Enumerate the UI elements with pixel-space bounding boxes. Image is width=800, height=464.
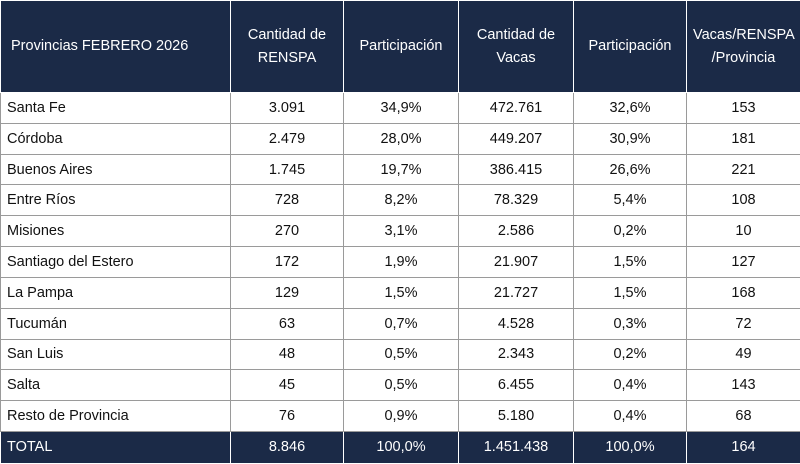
header-cell: Provincias FEBRERO 2026 [0, 0, 231, 93]
table-row: Resto de Provincia 76 0,9% 5.180 0,4% 68 [0, 400, 800, 432]
total-row: TOTAL 8.846 100,0% 1.451.438 100,0% 164 [0, 430, 800, 464]
header-row: Provincias FEBRERO 2026 Cantidad de RENSP… [0, 0, 800, 93]
value-cell: 127 [686, 246, 800, 278]
value-cell: 4.528 [458, 307, 574, 340]
value-cell: 0,4% [573, 369, 687, 402]
header-cell: Participación [573, 0, 687, 93]
value-cell: 68 [686, 400, 800, 432]
value-cell: 72 [686, 307, 800, 340]
table-row: Santa Fe 3.091 34,9% 472.761 32,6% 153 [0, 92, 800, 124]
value-cell: 21.727 [458, 276, 574, 309]
value-cell: 386.415 [458, 153, 574, 186]
table-row: Entre Ríos 728 8,2% 78.329 5,4% 108 [0, 184, 800, 217]
province-cell: Misiones [0, 215, 231, 248]
value-cell: 1.745 [230, 153, 344, 186]
value-cell: 129 [230, 276, 344, 309]
value-cell: 0,2% [573, 215, 687, 248]
value-cell: 108 [686, 184, 800, 217]
value-cell: 181 [686, 122, 800, 155]
province-cell: Tucumán [0, 307, 231, 340]
value-cell: 0,7% [343, 307, 459, 340]
value-cell: 1,5% [573, 246, 687, 278]
value-cell: 2.343 [458, 338, 574, 371]
value-cell: 32,6% [573, 92, 687, 124]
value-cell: 19,7% [343, 153, 459, 186]
value-cell: 48 [230, 338, 344, 371]
value-cell: 28,0% [343, 122, 459, 155]
value-cell: 63 [230, 307, 344, 340]
province-cell: Resto de Provincia [0, 400, 231, 432]
province-cell: Córdoba [0, 122, 231, 155]
value-cell: 30,9% [573, 122, 687, 155]
value-cell: 5.180 [458, 400, 574, 432]
value-cell: 45 [230, 369, 344, 402]
value-cell: 168 [686, 276, 800, 309]
value-cell: 0,3% [573, 307, 687, 340]
value-cell: 5,4% [573, 184, 687, 217]
table-row: Misiones 270 3,1% 2.586 0,2% 10 [0, 215, 800, 248]
value-cell: 1,9% [343, 246, 459, 278]
table-row: La Pampa 129 1,5% 21.727 1,5% 168 [0, 276, 800, 309]
total-cell: 100,0% [573, 430, 687, 464]
value-cell: 728 [230, 184, 344, 217]
header-cell: Vacas/RENSPA /Provincia [686, 0, 800, 93]
table-row: Santiago del Estero 172 1,9% 21.907 1,5% 127 [0, 246, 800, 278]
value-cell: 1,5% [343, 276, 459, 309]
total-cell: 8.846 [230, 430, 344, 464]
value-cell: 1,5% [573, 276, 687, 309]
total-cell: 1.451.438 [458, 430, 574, 464]
value-cell: 2.586 [458, 215, 574, 248]
value-cell: 0,2% [573, 338, 687, 371]
table-row: Tucumán 63 0,7% 4.528 0,3% 72 [0, 307, 800, 340]
province-cell: Entre Ríos [0, 184, 231, 217]
value-cell: 0,4% [573, 400, 687, 432]
value-cell: 143 [686, 369, 800, 402]
value-cell: 76 [230, 400, 344, 432]
value-cell: 270 [230, 215, 344, 248]
value-cell: 0,5% [343, 369, 459, 402]
value-cell: 49 [686, 338, 800, 371]
value-cell: 0,9% [343, 400, 459, 432]
value-cell: 172 [230, 246, 344, 278]
header-cell: Cantidad de Vacas [458, 0, 574, 93]
province-cell: Salta [0, 369, 231, 402]
value-cell: 78.329 [458, 184, 574, 217]
table-row: Buenos Aires 1.745 19,7% 386.415 26,6% 221 [0, 153, 800, 186]
header-cell: Cantidad de RENSPA [230, 0, 344, 93]
value-cell: 3.091 [230, 92, 344, 124]
total-cell: 164 [686, 430, 800, 464]
table-row: Salta 45 0,5% 6.455 0,4% 143 [0, 369, 800, 402]
value-cell: 221 [686, 153, 800, 186]
total-cell: TOTAL [0, 430, 231, 464]
header-cell: Participación [343, 0, 459, 93]
table-row: San Luis 48 0,5% 2.343 0,2% 49 [0, 338, 800, 371]
province-cell: Buenos Aires [0, 153, 231, 186]
table-row: Córdoba 2.479 28,0% 449.207 30,9% 181 [0, 122, 800, 155]
total-cell: 100,0% [343, 430, 459, 464]
province-cell: San Luis [0, 338, 231, 371]
province-cell: Santa Fe [0, 92, 231, 124]
value-cell: 0,5% [343, 338, 459, 371]
value-cell: 10 [686, 215, 800, 248]
value-cell: 472.761 [458, 92, 574, 124]
value-cell: 26,6% [573, 153, 687, 186]
value-cell: 449.207 [458, 122, 574, 155]
table-body: Santa Fe 3.091 34,9% 472.761 32,6% 153 Córdoba… [0, 92, 800, 464]
value-cell: 8,2% [343, 184, 459, 217]
value-cell: 34,9% [343, 92, 459, 124]
value-cell: 6.455 [458, 369, 574, 402]
value-cell: 2.479 [230, 122, 344, 155]
value-cell: 21.907 [458, 246, 574, 278]
value-cell: 3,1% [343, 215, 459, 248]
value-cell: 153 [686, 92, 800, 124]
province-cell: La Pampa [0, 276, 231, 309]
province-cell: Santiago del Estero [0, 246, 231, 278]
